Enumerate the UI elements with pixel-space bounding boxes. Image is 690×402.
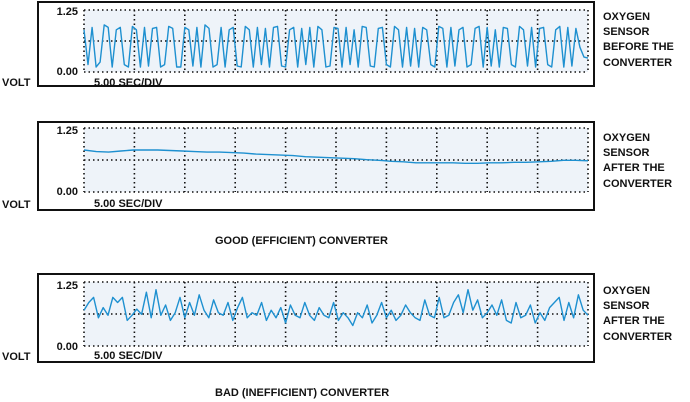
y-axis-label: VOLT [2, 199, 31, 211]
side-label-line: SENSOR [603, 147, 650, 159]
side-label-line: OXYGEN [603, 132, 650, 144]
voltage-trace [83, 24, 589, 68]
y-tick-top: 1.25 [57, 280, 78, 292]
side-label-line: AFTER THE [603, 162, 665, 174]
y-tick-bottom: 0.00 [57, 341, 78, 353]
y-axis-label: VOLT [2, 351, 31, 363]
side-label-line: CONVERTER [603, 178, 672, 190]
side-label-line: CONVERTER [603, 57, 672, 69]
plot-grid [83, 9, 589, 73]
panel-after-good-converter: 1.25 0.00 5.00 SEC/DIV VOLT OXYGEN SENSO… [2, 121, 672, 211]
panel-after-bad-converter: 1.25 0.00 5.00 SEC/DIV VOLT OXYGEN SENSO… [2, 273, 672, 363]
y-tick-bottom: 0.00 [57, 66, 78, 78]
side-label: OXYGEN SENSOR AFTER THE CONVERTER [603, 132, 672, 190]
side-label-line: OXYGEN [603, 11, 650, 23]
side-label: OXYGEN SENSOR BEFORE THE CONVERTER [603, 11, 674, 69]
side-label: OXYGEN SENSOR AFTER THE CONVERTER [603, 285, 672, 343]
series-line [83, 149, 589, 165]
voltage-trace [83, 289, 589, 327]
voltage-trace [83, 149, 589, 165]
side-label-line: OXYGEN [603, 285, 650, 297]
panel-before-converter: 1.25 0.00 5.00 SEC/DIV VOLT OXYGEN SENSO… [2, 1, 674, 89]
y-tick-bottom: 0.00 [57, 186, 78, 198]
y-axis-label: VOLT [2, 77, 31, 89]
side-label-line: BEFORE THE [603, 41, 674, 53]
side-label-line: AFTER THE [603, 315, 665, 327]
series-line [83, 24, 589, 68]
y-tick-top: 1.25 [57, 6, 78, 18]
x-axis-label: 5.00 SEC/DIV [94, 77, 163, 89]
x-axis-label: 5.00 SEC/DIV [94, 350, 163, 362]
series-line [83, 289, 589, 327]
y-tick-top: 1.25 [57, 125, 78, 137]
side-label-line: SENSOR [603, 26, 650, 38]
side-label-line: CONVERTER [603, 331, 672, 343]
x-axis-label: 5.00 SEC/DIV [94, 198, 163, 210]
plot-grid [83, 127, 589, 193]
side-label-line: SENSOR [603, 300, 650, 312]
heading-good-converter: GOOD (EFFICIENT) CONVERTER [215, 235, 388, 247]
heading-bad-converter: BAD (INEFFICIENT) CONVERTER [215, 387, 389, 399]
